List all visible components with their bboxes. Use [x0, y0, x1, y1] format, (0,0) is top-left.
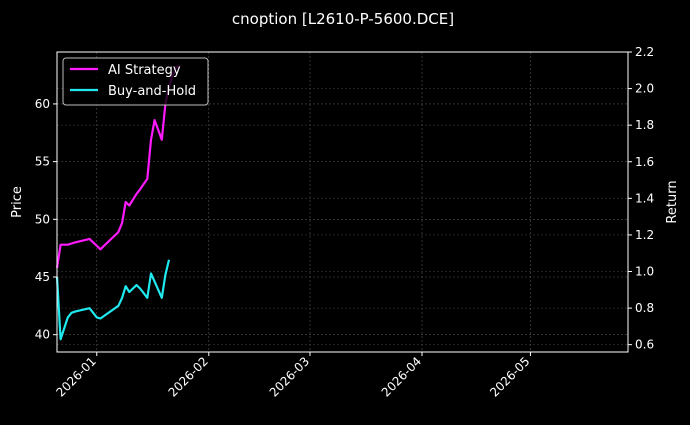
y-axis-left: 40 45 50 55 60: [35, 97, 57, 342]
y-tick-label-left: 40: [35, 328, 50, 342]
legend: AI Strategy Buy-and-Hold: [62, 57, 209, 106]
y-tick-label-left: 60: [35, 97, 50, 111]
y-axis-label-right: Return: [665, 180, 680, 223]
y-tick-label-right: 0.8: [635, 301, 654, 315]
grid: [57, 51, 628, 352]
y-tick-label-right: 1.0: [635, 265, 654, 279]
y-tick-label-right: 1.6: [635, 155, 654, 169]
y-tick-label-right: 2.2: [635, 45, 654, 59]
y-tick-label-right: 1.4: [635, 191, 654, 205]
y-tick-label-left: 50: [35, 212, 50, 226]
plot-frame: [56, 51, 629, 353]
legend-label-ai-strategy: AI Strategy: [108, 63, 181, 78]
y-tick-label-left: 55: [35, 155, 50, 169]
y-tick-label-left: 45: [35, 270, 50, 284]
y-tick-label-right: 1.2: [635, 228, 654, 242]
y-axis-label-left: Price: [10, 186, 25, 218]
y-tick-label-right: 1.8: [635, 118, 654, 132]
x-tick-label: 2026-01: [54, 354, 99, 399]
y-tick-label-right: 2.0: [635, 82, 654, 96]
chart-title: cnoption [L2610-P-5600.DCE]: [232, 10, 454, 28]
x-tick-label: 2026-05: [487, 354, 532, 399]
plot-lines: [55, 64, 181, 341]
legend-label-buy-and-hold: Buy-and-Hold: [108, 84, 196, 99]
x-tick-label: 2026-04: [379, 354, 424, 399]
legend-box: [62, 57, 209, 106]
series-line-buy-and-hold: [55, 259, 171, 341]
x-axis: 2026-01 2026-02 2026-03 2026-04 2026-05: [54, 352, 533, 400]
y-tick-label-right: 0.6: [635, 338, 654, 352]
y-axis-right: 0.6 0.8 1.0 1.2 1.4 1.6 1.8 2.0 2.2: [628, 45, 654, 352]
x-tick-label: 2026-03: [267, 354, 312, 399]
x-tick-label: 2026-02: [166, 354, 211, 399]
